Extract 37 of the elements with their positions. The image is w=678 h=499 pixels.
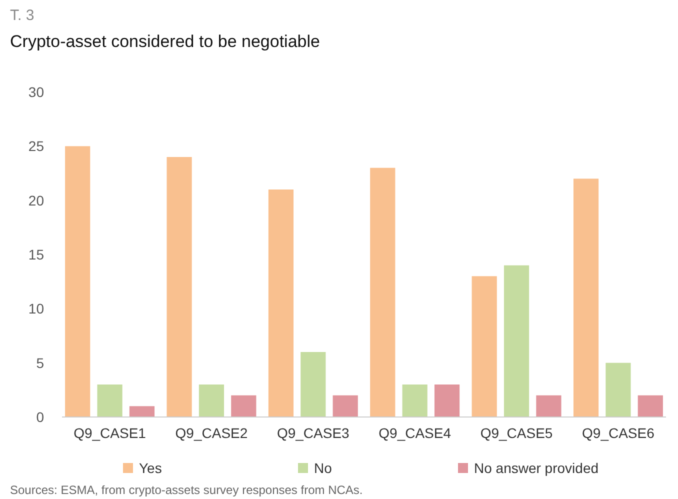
bar [65, 146, 90, 417]
bar [434, 384, 460, 417]
bar [402, 384, 428, 417]
y-tick-label: 10 [28, 300, 44, 317]
y-tick-label: 30 [28, 84, 44, 100]
legend-label: Yes [139, 460, 162, 476]
x-tick-label: Q9_CASE3 [276, 425, 350, 441]
bar [166, 157, 192, 417]
bar [332, 395, 358, 417]
bar [606, 362, 631, 417]
y-tick-label: 0 [36, 409, 44, 425]
x-tick-label: Q9_CASE6 [582, 425, 655, 441]
chart-title: T. 3 [10, 7, 34, 24]
y-tick-label: 5 [36, 354, 44, 371]
bar [231, 395, 256, 417]
bar [472, 276, 497, 417]
legend-label: No answer provided [474, 460, 599, 476]
x-tick-label: Q9_CASE4 [378, 425, 452, 441]
bar [370, 168, 396, 417]
y-tick-label: 15 [28, 246, 44, 262]
bar [129, 406, 155, 417]
bar [638, 395, 663, 417]
bar [573, 178, 599, 417]
bar [300, 352, 326, 417]
x-tick-label: Q9_CASE2 [175, 425, 248, 441]
bar [504, 265, 530, 417]
y-tick-label: 20 [28, 192, 44, 208]
source-note: Sources: ESMA, from crypto-assets survey responses from NCAs. [10, 483, 363, 497]
bar [97, 384, 122, 417]
x-tick-label: Q9_CASE5 [480, 425, 553, 441]
bar [198, 384, 224, 417]
chart-subtitle: Crypto-asset considered to be negotiable [10, 32, 320, 51]
bar [268, 190, 294, 417]
y-tick-label: 25 [28, 138, 44, 154]
bar [536, 395, 562, 417]
x-tick-label: Q9_CASE1 [74, 425, 146, 441]
legend-label: No [314, 460, 332, 476]
